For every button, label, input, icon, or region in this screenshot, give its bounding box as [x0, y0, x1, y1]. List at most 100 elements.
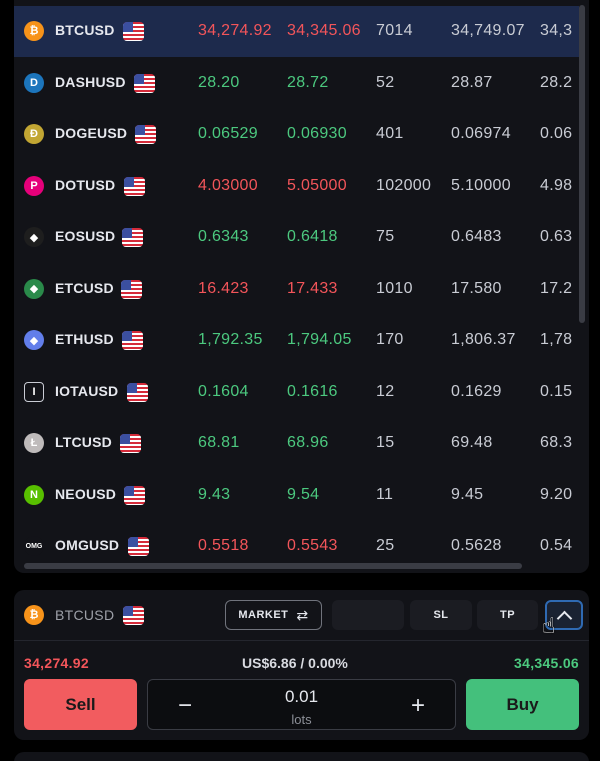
bid-price: 0.6343	[198, 228, 249, 245]
quote-row[interactable]: ◆ ETHUSD 1,792.35 1,794.05 170 1,806.37 1,78	[14, 315, 579, 366]
volume-value: 15	[376, 434, 395, 451]
low-price: 28.2	[540, 73, 573, 91]
high-price: 17.580	[451, 279, 502, 297]
trade-symbol[interactable]: BTCUSD	[55, 607, 115, 623]
order-type-button[interactable]: MARKET ⇄	[225, 600, 322, 630]
volume-value: 25	[376, 537, 395, 554]
us-flag-icon	[124, 485, 145, 505]
us-flag-icon	[127, 382, 148, 402]
volume-value: 401	[376, 125, 404, 142]
hand-cursor-icon: ☝	[542, 613, 556, 638]
bid-price: 0.06529	[198, 125, 258, 142]
quote-row[interactable]: Ł LTCUSD 68.81 68.96 15 69.48 68.3	[14, 418, 579, 469]
volume-value: 1010	[376, 279, 413, 297]
increase-lots-button[interactable]: +	[410, 692, 425, 719]
low-price: 0.15	[540, 382, 573, 400]
quote-row[interactable]: ◆ ETCUSD 16.423 17.433 1010 17.580 17.2	[14, 264, 579, 315]
low-price: 34,3	[540, 22, 573, 39]
bid-price: 0.5518	[198, 537, 249, 554]
ask-price: 68.96	[287, 434, 329, 451]
bid-price: 1,792.35	[198, 331, 263, 348]
bid-price: 9.43	[198, 485, 231, 503]
ask-price: 0.06930	[287, 125, 347, 142]
decrease-lots-button[interactable]: −	[177, 692, 192, 719]
neo-icon: N	[24, 484, 44, 505]
ethereum-icon: ◆	[24, 330, 44, 350]
ask-price: 17.433	[287, 279, 338, 297]
buy-button[interactable]: Buy	[466, 679, 579, 730]
divider	[14, 640, 589, 641]
us-flag-icon	[124, 176, 145, 196]
bid-price: 16.423	[198, 279, 249, 297]
low-price: 4.98	[540, 176, 573, 194]
volume-value: 102000	[376, 176, 432, 194]
lots-unit-label: lots	[291, 712, 312, 727]
symbol-label: DOTUSD	[55, 176, 116, 193]
low-price: 9.20	[540, 485, 573, 503]
low-price: 1,78	[540, 331, 573, 348]
take-profit-button[interactable]: TP	[477, 600, 538, 630]
price-input[interactable]	[332, 600, 404, 630]
low-price: 17.2	[540, 279, 573, 297]
trade-panel: ₿ BTCUSD MARKET ⇄ SL TP 34,274.92 US$6.8…	[14, 590, 589, 740]
quotes-table: ₿ BTCUSD 34,274.92 34,345.06 7014 34,749.07 34…	[14, 0, 589, 573]
omg-icon: OMG	[24, 536, 44, 556]
spread-value: US$6.86 / 0.00%	[242, 655, 348, 671]
high-price: 1,806.37	[451, 331, 516, 348]
volume-value: 170	[376, 331, 404, 348]
quote-row[interactable]: ₿ BTCUSD 34,274.92 34,345.06 7014 34,749.07 34…	[14, 6, 579, 57]
volume-value: 11	[376, 485, 394, 503]
symbol-label: DASHUSD	[55, 73, 126, 90]
symbol-label: NEOUSD	[55, 485, 117, 502]
ask-price: 34,345.06	[287, 22, 361, 39]
quote-row[interactable]: I IOTAUSD 0.1604 0.1616 12 0.1629 0.15	[14, 367, 579, 418]
eos-icon: ◆	[24, 227, 44, 247]
ask-price: 28.72	[287, 73, 329, 91]
high-price: 34,749.07	[451, 22, 525, 39]
dogecoin-icon: Ð	[24, 124, 44, 144]
vertical-scrollbar[interactable]	[579, 5, 585, 323]
order-type-label: MARKET	[238, 609, 289, 621]
us-flag-icon	[128, 537, 149, 556]
quote-row[interactable]: Ð DOGEUSD 0.06529 0.06930 401 0.06974 0.06	[14, 109, 579, 160]
lots-input[interactable]: 0.01	[284, 687, 319, 706]
us-flag-icon	[122, 331, 143, 350]
bid-price: 28.20	[198, 73, 240, 91]
quote-row[interactable]: OMG OMGUSD 0.5518 0.5543 25 0.5628 0.54	[14, 521, 579, 572]
high-price: 5.10000	[451, 176, 511, 194]
us-flag-icon	[134, 73, 155, 93]
high-price: 0.1629	[451, 382, 502, 400]
quote-row[interactable]: N NEOUSD 9.43 9.54 11 9.45 9.20	[14, 470, 579, 521]
stop-loss-button[interactable]: SL	[410, 600, 472, 630]
iota-icon: I	[24, 381, 44, 402]
quote-row[interactable]: P DOTUSD 4.03000 5.05000 102000 5.10000 4.98	[14, 161, 579, 212]
us-flag-icon	[123, 606, 144, 625]
bid-price: 68.81	[198, 434, 240, 451]
bid-price: 4.03000	[198, 176, 258, 194]
lots-stepper[interactable]: − 0.01 lots +	[147, 679, 456, 730]
volume-value: 75	[376, 228, 395, 245]
us-flag-icon	[135, 125, 156, 144]
expand-button[interactable]	[545, 600, 583, 630]
bitcoin-icon: ₿	[24, 605, 44, 625]
high-price: 0.6483	[451, 228, 502, 245]
chevron-up-icon	[556, 610, 572, 626]
quote-row[interactable]: D DASHUSD 28.20 28.72 52 28.87 28.2	[14, 58, 579, 109]
high-price: 0.5628	[451, 537, 502, 554]
us-flag-icon	[120, 434, 141, 453]
high-price: 28.87	[451, 73, 493, 91]
ask-price: 1,794.05	[287, 331, 352, 348]
quote-row[interactable]: ◆ EOSUSD 0.6343 0.6418 75 0.6483 0.63	[14, 212, 579, 263]
bottom-panel	[14, 752, 589, 761]
high-price: 9.45	[451, 485, 484, 503]
dash-icon: D	[24, 72, 44, 93]
horizontal-scrollbar[interactable]	[24, 563, 522, 569]
symbol-label: LTCUSD	[55, 434, 112, 450]
symbol-label: BTCUSD	[55, 22, 115, 38]
high-price: 69.48	[451, 434, 493, 451]
bid-price: 0.1604	[198, 382, 249, 400]
sell-button[interactable]: Sell	[24, 679, 137, 730]
ask-price: 0.6418	[287, 228, 338, 245]
symbol-label: DOGEUSD	[55, 125, 128, 141]
us-flag-icon	[122, 228, 143, 247]
